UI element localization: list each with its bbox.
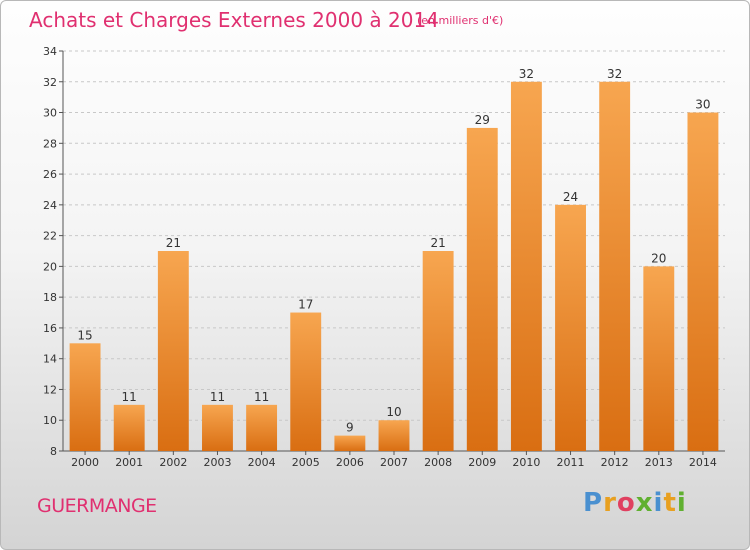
data-label-2012: 32: [607, 67, 622, 81]
data-label-2001: 11: [122, 390, 137, 404]
y-tick-label: 20: [43, 260, 57, 273]
chart-title: Achats et Charges Externes 2000 à 2014: [29, 8, 439, 32]
bar-2004: [246, 404, 278, 451]
bar-2009: [466, 127, 498, 451]
y-axis-ticks: 8 10 12 14 16 18 20 22 24 26 28 30 32 34: [43, 45, 57, 458]
y-tick-label: 28: [43, 137, 57, 150]
y-tick-label: 26: [43, 168, 57, 181]
bar-2002: [157, 251, 189, 451]
data-label-2002: 21: [166, 236, 181, 250]
bars: 15 11 21 11 11 17 9 10 21 29 32 24 32 20 30: [69, 67, 719, 452]
x-tick-label: 2004: [248, 456, 276, 469]
x-tick-label: 2006: [336, 456, 364, 469]
bar-2003: [202, 404, 233, 451]
bar-2013: [643, 266, 675, 451]
data-label-2005: 17: [298, 298, 313, 312]
x-tick-label: 2003: [203, 456, 231, 469]
data-label-2007: 10: [386, 405, 401, 419]
data-label-2010: 32: [519, 67, 534, 81]
data-label-2013: 20: [651, 251, 666, 265]
x-tick-label: 2005: [292, 456, 320, 469]
y-tick-label: 8: [50, 445, 57, 458]
bar-2005: [290, 312, 322, 451]
data-label-2004: 11: [254, 390, 269, 404]
y-tick-label: 10: [43, 414, 57, 427]
bar-2008: [422, 251, 454, 451]
chart-unit: (en milliers d'€): [417, 14, 504, 27]
x-axis-ticks: 2000 2001 2002 2003 2004 2005 2006 2007 2008 2009…: [71, 456, 717, 469]
y-tick-label: 16: [43, 322, 57, 335]
data-label-2014: 30: [695, 98, 710, 112]
data-label-2008: 21: [430, 236, 445, 250]
data-label-2011: 24: [563, 190, 578, 204]
bar-2001: [113, 404, 145, 451]
x-tick-label: 2002: [159, 456, 187, 469]
data-label-2003: 11: [210, 390, 225, 404]
x-tick-label: 2001: [115, 456, 143, 469]
y-tick-label: 30: [43, 107, 57, 120]
data-label-2009: 29: [475, 113, 490, 127]
bar-2000: [69, 343, 101, 451]
data-label-2006: 9: [346, 421, 354, 435]
logo-letter: i: [676, 488, 687, 518]
x-tick-label: 2010: [512, 456, 540, 469]
data-label-2000: 15: [77, 328, 92, 342]
bar-2010: [510, 81, 542, 452]
y-tick-label: 12: [43, 383, 57, 396]
x-tick-label: 2012: [601, 456, 629, 469]
logo-letter: i: [653, 488, 664, 518]
x-tick-label: 2009: [468, 456, 496, 469]
x-tick-label: 2014: [689, 456, 717, 469]
x-tick-label: 2007: [380, 456, 408, 469]
bar-2011: [555, 204, 586, 451]
logo-letter: r: [603, 488, 617, 518]
x-tick-label: 2011: [557, 456, 585, 469]
x-tick-label: 2000: [71, 456, 99, 469]
x-tick-label: 2013: [645, 456, 673, 469]
bar-2006: [334, 435, 366, 451]
logo-letter: P: [583, 488, 604, 518]
bar-2012: [599, 81, 631, 452]
y-tick-label: 14: [43, 353, 57, 366]
proxiti-logo: Proxiti: [583, 488, 687, 518]
y-tick-label: 24: [43, 199, 57, 212]
bar-2014: [687, 112, 719, 452]
y-tick-label: 22: [43, 230, 57, 243]
logo-letter: o: [616, 488, 636, 518]
y-tick-label: 32: [43, 76, 57, 89]
place-name: GUERMANGE: [37, 495, 157, 517]
bar-2007: [378, 420, 410, 451]
y-tick-label: 34: [43, 45, 57, 58]
logo-letter: t: [663, 488, 677, 518]
y-tick-label: 18: [43, 291, 57, 304]
x-tick-label: 2008: [424, 456, 452, 469]
logo-letter: x: [635, 488, 654, 518]
